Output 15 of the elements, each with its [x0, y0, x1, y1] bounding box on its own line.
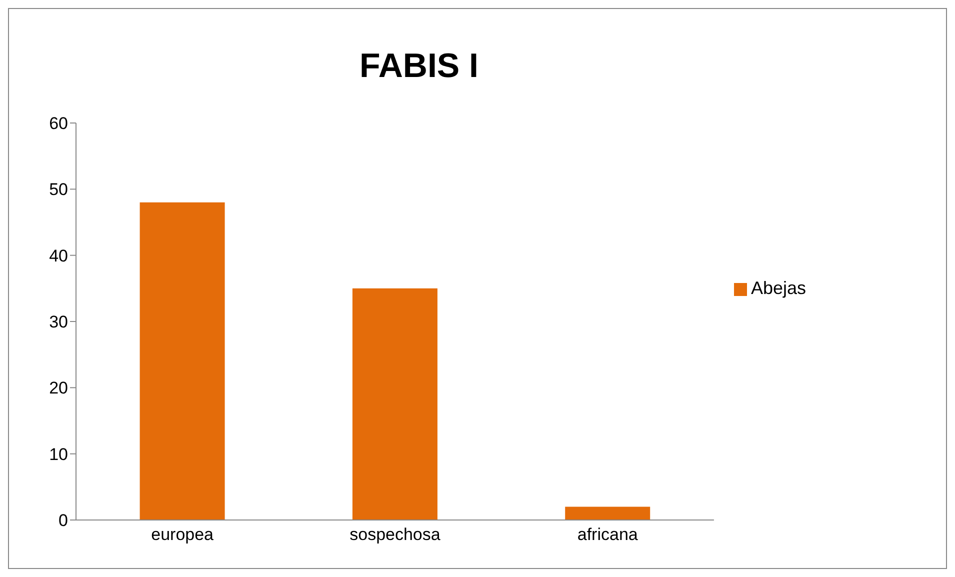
legend-label: Abejas — [750, 278, 806, 298]
y-tick-label: 40 — [49, 246, 68, 266]
x-tick-label: europea — [151, 525, 214, 544]
y-tick-label: 0 — [58, 511, 68, 530]
y-tick-label: 60 — [49, 114, 68, 134]
bar — [352, 288, 438, 520]
y-tick-label: 10 — [49, 444, 68, 464]
x-tick-label: africana — [577, 525, 638, 544]
y-tick-label: 20 — [49, 378, 68, 398]
y-tick-label: 50 — [49, 180, 68, 200]
bar — [565, 506, 650, 520]
chart-title: FABIS I — [358, 47, 480, 86]
bar — [140, 202, 225, 520]
x-tick-label: sospechosa — [350, 525, 441, 544]
y-tick-label: 30 — [49, 312, 68, 332]
